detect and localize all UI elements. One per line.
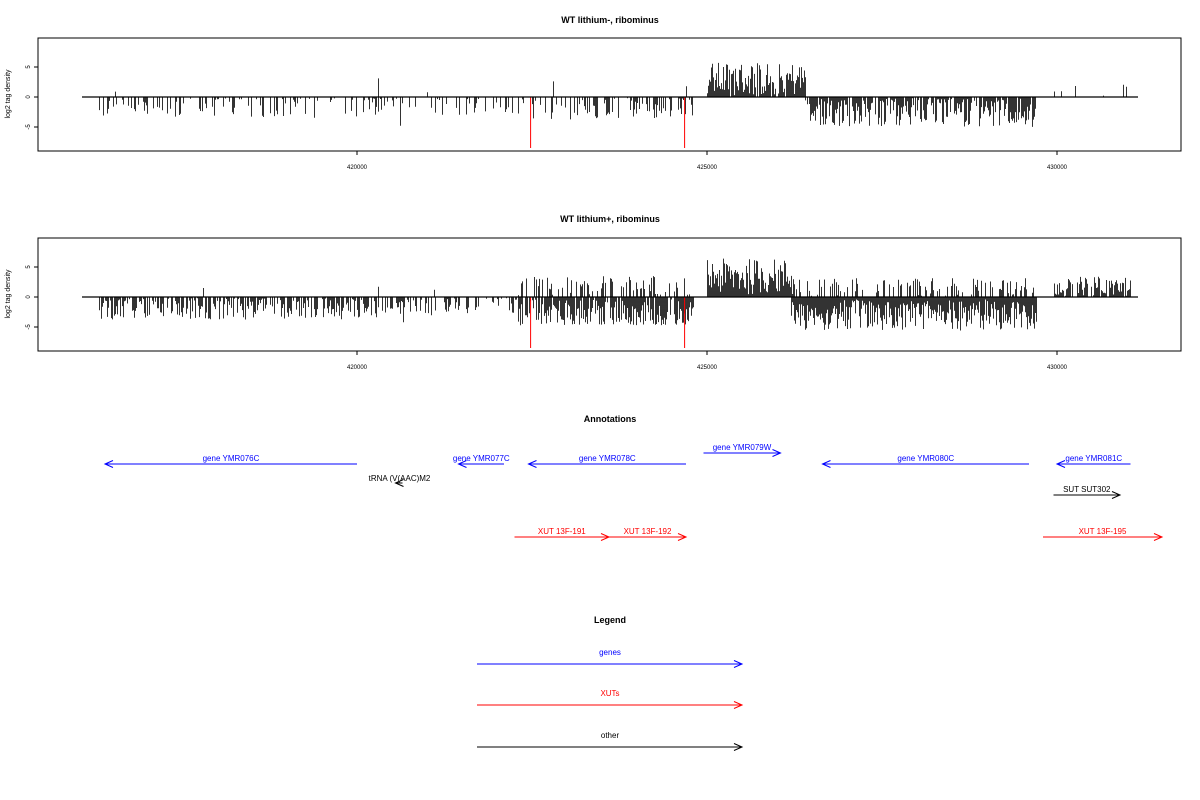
feature-label: gene YMR076C: [203, 454, 260, 463]
y-tick-label: 0: [26, 295, 32, 299]
y-tick-label: 5: [26, 65, 32, 69]
signal-bars: [99, 258, 1131, 331]
track-panel-lithium-plus: WT lithium+, ribominus 5 0 -5 log2 tag d…: [5, 214, 1182, 371]
feature-arrow: gene YMR076C: [103, 454, 357, 468]
feature-label: XUT 13F-192: [624, 527, 672, 536]
x-axis: 420000 425000 430000: [347, 351, 1068, 371]
feature-arrow: gene YMR081C: [1055, 454, 1131, 468]
feature-arrow: XUT 13F-195: [1043, 527, 1164, 541]
x-axis: 420000 425000 430000: [347, 151, 1068, 171]
legend-title: Legend: [594, 615, 626, 625]
signal-bar-path: [99, 258, 1131, 331]
legend-items: genes XUTs other: [477, 648, 744, 751]
plot-frame: [37, 37, 1182, 152]
y-axis-label: log2 tag density: [5, 69, 12, 119]
legend: Legend genes XUTs other: [477, 615, 744, 751]
feature-label: gene YMR079W: [713, 443, 772, 452]
feature-arrow: gene YMR080C: [821, 454, 1029, 468]
track-title: WT lithium+, ribominus: [560, 214, 660, 224]
x-tick-label: 430000: [1047, 365, 1068, 371]
signal-bar-path: [99, 62, 1127, 127]
x-tick-label: 420000: [347, 365, 368, 371]
feature-arrow: XUT 13F-192: [609, 527, 688, 541]
annotations-track: Annotations gene YMR076C gene YMR077C gene…: [103, 414, 1164, 541]
y-tick-label: 5: [26, 265, 32, 269]
feature-label: gene YMR077C: [453, 454, 510, 463]
feature-label: gene YMR078C: [579, 454, 636, 463]
legend-item: XUTs: [477, 689, 744, 709]
feature-label: SUT SUT302: [1063, 485, 1111, 494]
feature-label: XUT 13F-195: [1079, 527, 1127, 536]
y-axis-label: log2 tag density: [5, 269, 12, 319]
signal-bars: [99, 62, 1127, 127]
legend-label: genes: [599, 648, 621, 657]
feature-arrow: gene YMR078C: [527, 454, 686, 468]
track-panel-lithium-minus: WT lithium-, ribominus 5 0 -5 log2 tag d…: [5, 15, 1182, 171]
x-tick-label: 420000: [347, 165, 368, 171]
y-tick-label: 0: [26, 95, 32, 99]
feature-arrows: gene YMR076C gene YMR077C gene YMR078C gene…: [103, 443, 1164, 541]
track-title: WT lithium-, ribominus: [561, 15, 659, 25]
feature-label: tRNA (V(AAC)M2: [369, 474, 431, 483]
y-tick-label: -5: [26, 324, 32, 330]
feature-arrow: XUT 13F-191: [514, 527, 611, 541]
feature-arrow: tRNA (V(AAC)M2: [369, 474, 431, 487]
y-tick-label: -5: [26, 124, 32, 130]
x-tick-label: 430000: [1047, 165, 1068, 171]
feature-label: XUT 13F-191: [538, 527, 586, 536]
y-axis: 5 0 -5 log2 tag density: [5, 65, 38, 130]
feature-label: gene YMR081C: [1065, 454, 1122, 463]
feature-label: gene YMR080C: [897, 454, 954, 463]
feature-arrow: SUT SUT302: [1053, 485, 1122, 499]
feature-arrow: gene YMR079W: [703, 443, 782, 457]
marker-lines: [530, 97, 686, 148]
legend-item: other: [477, 731, 744, 751]
legend-label: XUTs: [600, 689, 619, 698]
legend-item: genes: [477, 648, 744, 668]
plot-frame: [37, 237, 1182, 352]
x-tick-label: 425000: [697, 165, 718, 171]
marker-lines: [530, 297, 686, 348]
feature-arrow: gene YMR077C: [453, 454, 510, 468]
x-tick-label: 425000: [697, 365, 718, 371]
y-axis: 5 0 -5 log2 tag density: [5, 265, 38, 330]
annotations-title: Annotations: [584, 414, 637, 424]
legend-label: other: [601, 731, 620, 740]
